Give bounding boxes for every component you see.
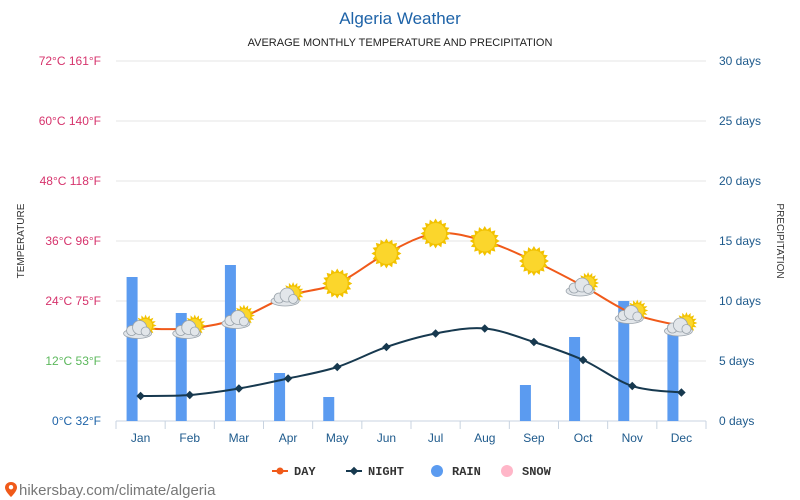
night-point: [185, 390, 194, 400]
y-tick-label: 0°C 32°F: [52, 414, 101, 428]
cloud-part: [583, 284, 593, 294]
y-tick-label: 72°C 161°F: [39, 54, 101, 68]
night-point: [431, 329, 440, 338]
sun-disc: [424, 222, 448, 245]
night-point: [529, 337, 539, 347]
legend-label: SNOW: [522, 465, 552, 479]
weather-icons: [123, 218, 698, 339]
cloudy-sun-icon: [172, 314, 206, 339]
cloud-part: [681, 324, 692, 334]
y-axis-title-precipitation: PRECIPITATION: [774, 203, 785, 278]
x-tick-label: Aug: [474, 431, 495, 445]
temperature-lines: [136, 232, 686, 401]
x-tick-label: Nov: [622, 431, 643, 445]
sun-icon: [518, 246, 549, 276]
y-tick-label: 24°C 75°F: [45, 294, 101, 308]
rain-bar: [126, 277, 138, 421]
y2-tick-label: 25 days: [719, 114, 761, 128]
sun-icon: [469, 226, 500, 256]
night-point: [382, 342, 391, 352]
rain-bar: [323, 397, 335, 421]
x-tick-label: Oct: [574, 431, 593, 445]
rain-bar: [569, 337, 581, 421]
y2-tick-label: 20 days: [719, 174, 761, 188]
cloud-part: [239, 316, 249, 327]
legend-item-snow: SNOW: [501, 465, 552, 479]
rain-bar: [519, 385, 531, 421]
y-tick-label: 48°C 118°F: [40, 174, 101, 188]
cloud-part: [288, 294, 298, 304]
day-line: [140, 232, 682, 331]
axis-ticks: 0°C 32°F 12°C 53°F 24°C 75°F 36°C 96°F 48°C …: [39, 54, 761, 445]
night-point: [234, 384, 244, 393]
legend-marker: [431, 465, 443, 477]
cloud-part: [189, 326, 200, 337]
night-point: [677, 388, 686, 397]
rain-bars: [126, 265, 679, 421]
y2-tick-label: 5 days: [719, 354, 754, 368]
legend-marker: [276, 467, 284, 475]
rain-bar: [618, 301, 630, 421]
sun-icon: [371, 238, 402, 269]
rain-bar: [224, 265, 236, 421]
y2-tick-label: 10 days: [719, 294, 761, 308]
cloud-part: [140, 326, 151, 337]
x-tick-label: Feb: [179, 431, 200, 445]
night-point: [480, 324, 489, 333]
cloudy-sun-icon: [270, 282, 305, 307]
watermark[interactable]: hikersbay.com/climate/algeria: [5, 482, 216, 499]
night-point: [283, 374, 293, 383]
night-point: [628, 381, 637, 391]
y2-tick-label: 30 days: [719, 54, 761, 68]
night-point: [578, 355, 588, 365]
sun-disc: [325, 272, 349, 295]
legend: DAY NIGHT RAIN SNOW: [272, 465, 552, 479]
x-tick-label: Jun: [377, 431, 396, 445]
location-pin-icon: [5, 482, 17, 497]
x-tick-label: Apr: [279, 431, 298, 445]
cloudy-sun-icon: [664, 312, 698, 337]
sun-disc: [473, 229, 497, 253]
rain-bar: [667, 325, 679, 421]
cloud-part: [632, 311, 643, 322]
night-point: [333, 362, 342, 372]
sun-disc: [522, 249, 546, 273]
chart-title: Algeria Weather: [339, 9, 461, 28]
legend-marker: [501, 465, 513, 477]
cloudy-sun-icon: [123, 314, 157, 339]
legend-label: DAY: [294, 465, 316, 479]
legend-item-rain: RAIN: [431, 465, 481, 479]
sun-icon: [420, 218, 451, 249]
legend-marker: [349, 466, 359, 476]
cloudy-sun-icon: [221, 304, 255, 329]
legend-label: RAIN: [452, 465, 481, 479]
rain-bar: [175, 313, 187, 421]
sun-disc: [374, 242, 398, 265]
chart-subtitle: AVERAGE MONTHLY TEMPERATURE AND PRECIPIT…: [248, 37, 553, 49]
gridlines: [115, 60, 707, 429]
x-tick-label: May: [326, 431, 349, 445]
x-tick-label: Jul: [428, 431, 443, 445]
y2-tick-label: 15 days: [719, 234, 761, 248]
y-tick-label: 60°C 140°F: [39, 114, 101, 128]
watermark-text[interactable]: hikersbay.com/climate/algeria: [19, 482, 216, 499]
night-point: [136, 391, 145, 401]
legend-item-day: DAY: [272, 465, 316, 479]
cloudy-sun-icon: [614, 299, 649, 324]
legend-item-night: NIGHT: [346, 465, 404, 479]
x-tick-label: Sep: [523, 431, 545, 445]
x-tick-label: Mar: [229, 431, 250, 445]
night-line: [140, 327, 682, 397]
y-tick-label: 36°C 96°F: [45, 234, 101, 248]
y-axis-title-temperature: TEMPERATURE: [16, 203, 27, 278]
x-tick-label: Jan: [131, 431, 150, 445]
y2-tick-label: 0 days: [719, 414, 754, 428]
x-tick-label: Dec: [671, 431, 692, 445]
sun-icon: [322, 268, 353, 299]
rain-bar: [274, 373, 286, 421]
y-tick-label: 12°C 53°F: [45, 354, 101, 368]
cloudy-sun-icon: [565, 272, 600, 297]
legend-label: NIGHT: [368, 465, 404, 479]
